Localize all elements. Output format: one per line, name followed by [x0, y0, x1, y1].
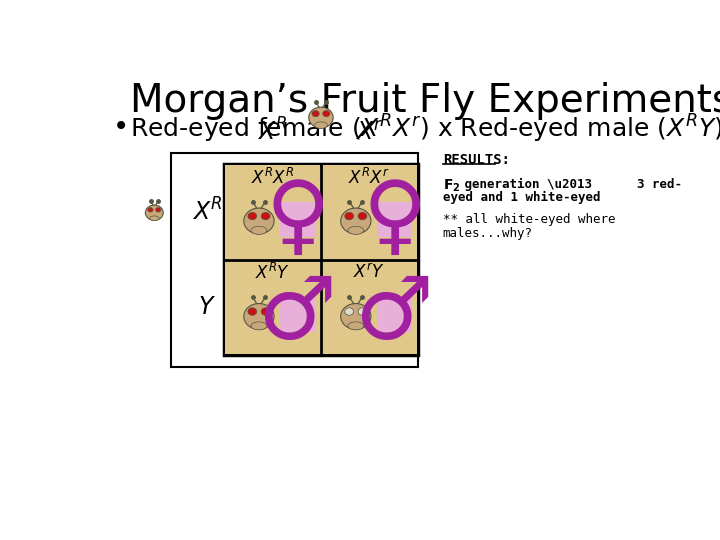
Ellipse shape [348, 226, 364, 234]
Ellipse shape [345, 212, 354, 220]
Ellipse shape [341, 303, 371, 329]
Text: $X^RX^R$: $X^RX^R$ [251, 167, 294, 187]
Ellipse shape [345, 308, 354, 315]
Text: ** all white-eyed where: ** all white-eyed where [443, 213, 615, 226]
Text: ♀: ♀ [362, 178, 427, 261]
Text: $\mathbf{F_2}$: $\mathbf{F_2}$ [443, 178, 460, 194]
Text: generation \u2013      3 red-: generation \u2013 3 red- [456, 178, 682, 191]
Ellipse shape [156, 208, 161, 212]
Ellipse shape [244, 303, 274, 329]
Ellipse shape [348, 322, 364, 330]
Ellipse shape [341, 208, 371, 234]
Bar [322, 260, 417, 354]
Text: $X^R$: $X^R$ [192, 198, 222, 226]
Text: Red-eyed female ($X^RX^r$) x Red-eyed male ($X^RY$): Red-eyed female ($X^RX^r$) x Red-eyed ma… [130, 112, 720, 145]
Text: $X^RX^r$: $X^RX^r$ [348, 167, 390, 187]
Ellipse shape [148, 208, 153, 212]
Ellipse shape [244, 208, 274, 234]
Text: males...why?: males...why? [443, 226, 533, 240]
Ellipse shape [150, 216, 159, 221]
Text: $X^R$: $X^R$ [257, 118, 288, 146]
Ellipse shape [248, 212, 257, 220]
Bar [322, 165, 417, 259]
Bar [377, 202, 412, 237]
Bar [224, 164, 418, 355]
Ellipse shape [251, 322, 267, 330]
Ellipse shape [248, 308, 257, 315]
Ellipse shape [251, 226, 267, 234]
Bar [280, 298, 315, 332]
Text: Morgan’s Fruit Fly Experiments: Morgan’s Fruit Fly Experiments [130, 82, 720, 120]
Bar [377, 298, 412, 332]
Ellipse shape [309, 107, 333, 128]
Bar [280, 202, 315, 237]
Ellipse shape [358, 212, 367, 220]
Ellipse shape [312, 111, 319, 117]
Bar [171, 153, 418, 367]
Bar [225, 260, 320, 354]
Ellipse shape [323, 111, 330, 117]
Text: ♂: ♂ [355, 273, 434, 357]
Ellipse shape [261, 308, 270, 315]
Bar [225, 165, 320, 259]
Text: $X^r$: $X^r$ [355, 122, 384, 146]
Text: RESULTS:: RESULTS: [443, 153, 510, 167]
Text: $X^rY$: $X^rY$ [354, 264, 385, 282]
Ellipse shape [315, 122, 328, 129]
Ellipse shape [358, 308, 367, 315]
Text: ♀: ♀ [266, 178, 330, 261]
Text: $X^RY$: $X^RY$ [255, 263, 290, 283]
Ellipse shape [261, 212, 270, 220]
Text: ♂: ♂ [258, 273, 337, 357]
Text: $Y$: $Y$ [198, 295, 216, 319]
Text: eyed and 1 white-eyed: eyed and 1 white-eyed [443, 191, 600, 204]
Ellipse shape [145, 205, 163, 220]
Text: •: • [113, 112, 130, 140]
